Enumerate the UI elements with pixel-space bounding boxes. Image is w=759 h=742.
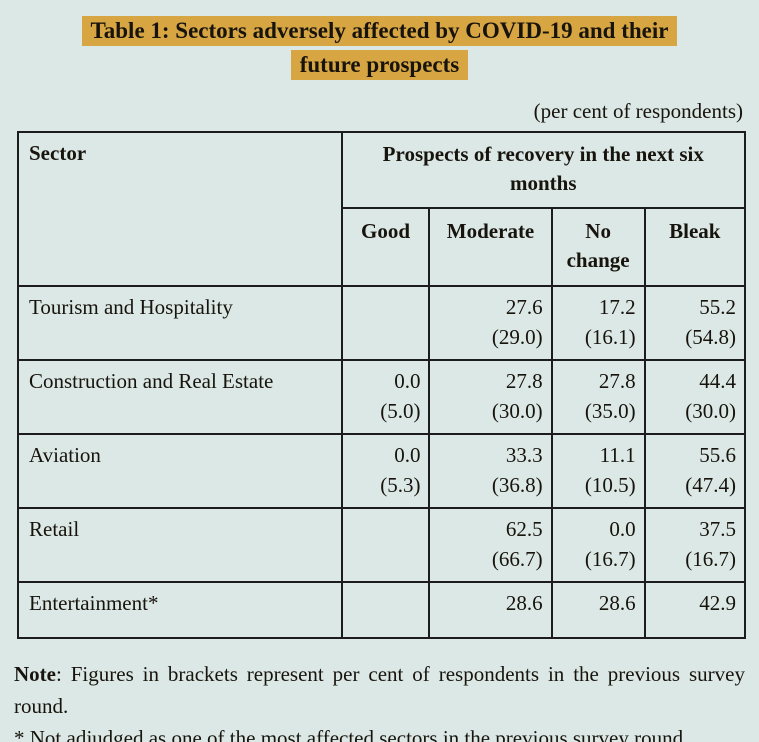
table-row-retail: Retail 62.5 (66.7) 0.0 (16.7) 37.5 (16.7) — [17, 507, 747, 583]
value-cell-no-change: 17.2 (16.1) — [550, 285, 646, 361]
footnote-text: * Not adjudged as one of the most affect… — [14, 726, 689, 742]
sectors-table: Sector Prospects of recovery in the next… — [17, 131, 747, 639]
note-text: Note: Figures in brackets represent per … — [14, 658, 745, 722]
note-body: : Figures in brackets represent per cent… — [14, 662, 745, 718]
table-row-construction: Construction and Real Estate 0.0 (5.0) 27… — [17, 359, 747, 435]
value-cell-good — [340, 507, 431, 583]
value-cell-no-change: 0.0 (16.7) — [550, 507, 646, 583]
value-cell-good: 0.0 (5.0) — [340, 359, 431, 435]
value-cell-no-change: 28.6 — [550, 581, 646, 639]
value-cell-good — [340, 581, 431, 639]
table-title-line2: future prospects — [290, 50, 469, 80]
col-header-moderate: Moderate — [428, 207, 553, 287]
note-label: Note — [14, 662, 56, 686]
sector-cell: Aviation — [17, 433, 343, 509]
value-cell-bleak: 55.2 (54.8) — [643, 285, 747, 361]
sector-cell: Construction and Real Estate — [17, 359, 343, 435]
col-header-sector: Sector — [17, 131, 343, 287]
value-cell-moderate: 62.5 (66.7) — [428, 507, 553, 583]
value-cell-moderate: 27.8 (30.0) — [428, 359, 553, 435]
table-title: Table 1: Sectors adversely affected by C… — [14, 14, 745, 82]
value-cell-bleak: 37.5 (16.7) — [643, 507, 747, 583]
value-cell-moderate: 27.6 (29.0) — [428, 285, 553, 361]
value-cell-moderate: 28.6 — [428, 581, 553, 639]
table-title-line1: Table 1: Sectors adversely affected by C… — [81, 16, 678, 46]
sector-cell: Entertainment* — [17, 581, 343, 639]
col-header-good: Good — [340, 207, 431, 287]
col-group-header: Prospects of recovery in the next six mo… — [340, 131, 747, 209]
value-cell-bleak: 44.4 (30.0) — [643, 359, 747, 435]
value-cell-moderate: 33.3 (36.8) — [428, 433, 553, 509]
value-cell-no-change: 11.1 (10.5) — [550, 433, 646, 509]
col-header-bleak: Bleak — [643, 207, 747, 287]
sector-cell: Tourism and Hospitality — [17, 285, 343, 361]
header-row-sub: Good Moderate No change Bleak — [18, 207, 747, 287]
value-cell-good: 0.0 (5.3) — [340, 433, 431, 509]
table-row-aviation: Aviation 0.0 (5.3) 33.3 (36.8) 11.1 (10.5) … — [17, 433, 747, 509]
col-header-no-change: No change — [550, 207, 646, 287]
value-cell-good — [340, 285, 431, 361]
value-cell-no-change: 27.8 (35.0) — [550, 359, 646, 435]
sector-cell: Retail — [17, 507, 343, 583]
units-caption: (per cent of respondents) — [533, 99, 743, 123]
value-cell-bleak: 42.9 — [643, 581, 747, 639]
table-row-entertainment: Entertainment* 28.6 28.6 42.9 — [17, 581, 747, 639]
value-cell-bleak: 55.6 (47.4) — [643, 433, 747, 509]
header-row-group: Sector Prospects of recovery in the next… — [17, 131, 747, 287]
table-row-tourism: Tourism and Hospitality 27.6 (29.0) 17.2(… — [17, 285, 747, 361]
notes-block: Note: Figures in brackets represent per … — [14, 658, 745, 742]
